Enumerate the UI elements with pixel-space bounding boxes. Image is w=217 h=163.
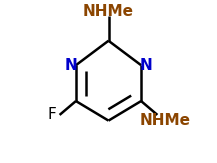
Text: N: N	[65, 58, 77, 73]
Text: N: N	[140, 58, 152, 73]
Text: NHMe: NHMe	[83, 4, 134, 19]
Text: NHMe: NHMe	[140, 113, 191, 128]
Text: F: F	[48, 107, 57, 122]
